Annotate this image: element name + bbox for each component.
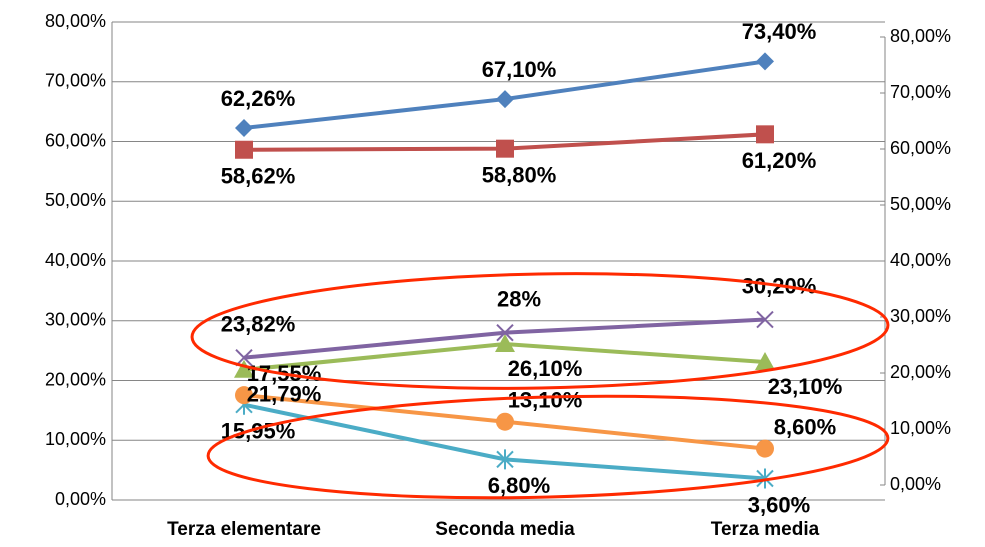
value-label: 3,60% xyxy=(748,492,810,517)
y-tick-label: 30,00% xyxy=(45,310,106,330)
marker xyxy=(756,310,774,329)
y-tick-label: 20,00% xyxy=(45,369,106,389)
y2-tick-label: 40,00% xyxy=(890,250,951,270)
marker xyxy=(235,140,253,159)
value-label: 62,26% xyxy=(221,86,296,111)
y2-tick-label: 70,00% xyxy=(890,82,951,102)
value-label: 73,40% xyxy=(742,19,817,44)
marker xyxy=(496,323,514,342)
value-label: 26,10% xyxy=(508,356,583,381)
value-label: 23,82% xyxy=(221,311,296,336)
value-label: 58,62% xyxy=(221,164,296,189)
labels: 62,26% 67,10% 73,40% 58,62% 58,80% 61,20% 21,7… xyxy=(221,19,843,517)
marker xyxy=(496,90,514,109)
marker xyxy=(755,351,775,370)
highlight-ellipse xyxy=(206,394,890,500)
marker xyxy=(235,118,253,137)
y2-tick-label: 0,00% xyxy=(890,474,941,494)
marker xyxy=(756,439,774,458)
y2-tick-label: 80,00% xyxy=(890,26,951,46)
y-tick-label: 60,00% xyxy=(45,130,106,150)
x-tick-label: Seconda media xyxy=(435,519,575,540)
marker xyxy=(496,449,514,470)
marker xyxy=(496,139,514,158)
y2-tick-label: 20,00% xyxy=(890,362,951,382)
marker xyxy=(495,334,515,353)
y2-tick-label: 30,00% xyxy=(890,306,951,326)
highlight-ellipse xyxy=(190,272,890,390)
value-label: 23,10% xyxy=(768,374,843,399)
x-tick-label: Terza media xyxy=(711,519,820,540)
y-tick-label: 70,00% xyxy=(45,71,106,91)
y-tick-label: 40,00% xyxy=(45,250,106,270)
value-label: 6,80% xyxy=(488,473,550,498)
marker xyxy=(235,386,253,405)
value-label: 58,80% xyxy=(482,162,557,187)
value-label: 13,10% xyxy=(508,388,583,413)
value-label: 21,79% xyxy=(247,382,322,407)
marker xyxy=(756,125,774,144)
marker xyxy=(756,52,774,71)
value-label: 8,60% xyxy=(774,414,836,439)
grid: 0,00% 10,00% 20,00% 30,00% 40,00% 50,00% 60,00… xyxy=(45,11,951,540)
y-tick-label: 50,00% xyxy=(45,190,106,210)
value-label: 61,20% xyxy=(742,148,817,173)
y2-tick-label: 10,00% xyxy=(890,418,951,438)
x-tick-label: Terza elementare xyxy=(167,519,321,540)
y-tick-label: 10,00% xyxy=(45,429,106,449)
marker xyxy=(235,348,253,367)
value-label: 67,10% xyxy=(482,57,557,82)
y-tick-label: 0,00% xyxy=(55,489,106,509)
y2-tick-label: 50,00% xyxy=(890,194,951,214)
y2-tick-label: 60,00% xyxy=(890,138,951,158)
y-tick-label: 80,00% xyxy=(45,11,106,31)
value-label: 28% xyxy=(497,287,541,312)
lines xyxy=(234,52,775,489)
marker xyxy=(496,412,514,431)
marker xyxy=(234,359,254,378)
